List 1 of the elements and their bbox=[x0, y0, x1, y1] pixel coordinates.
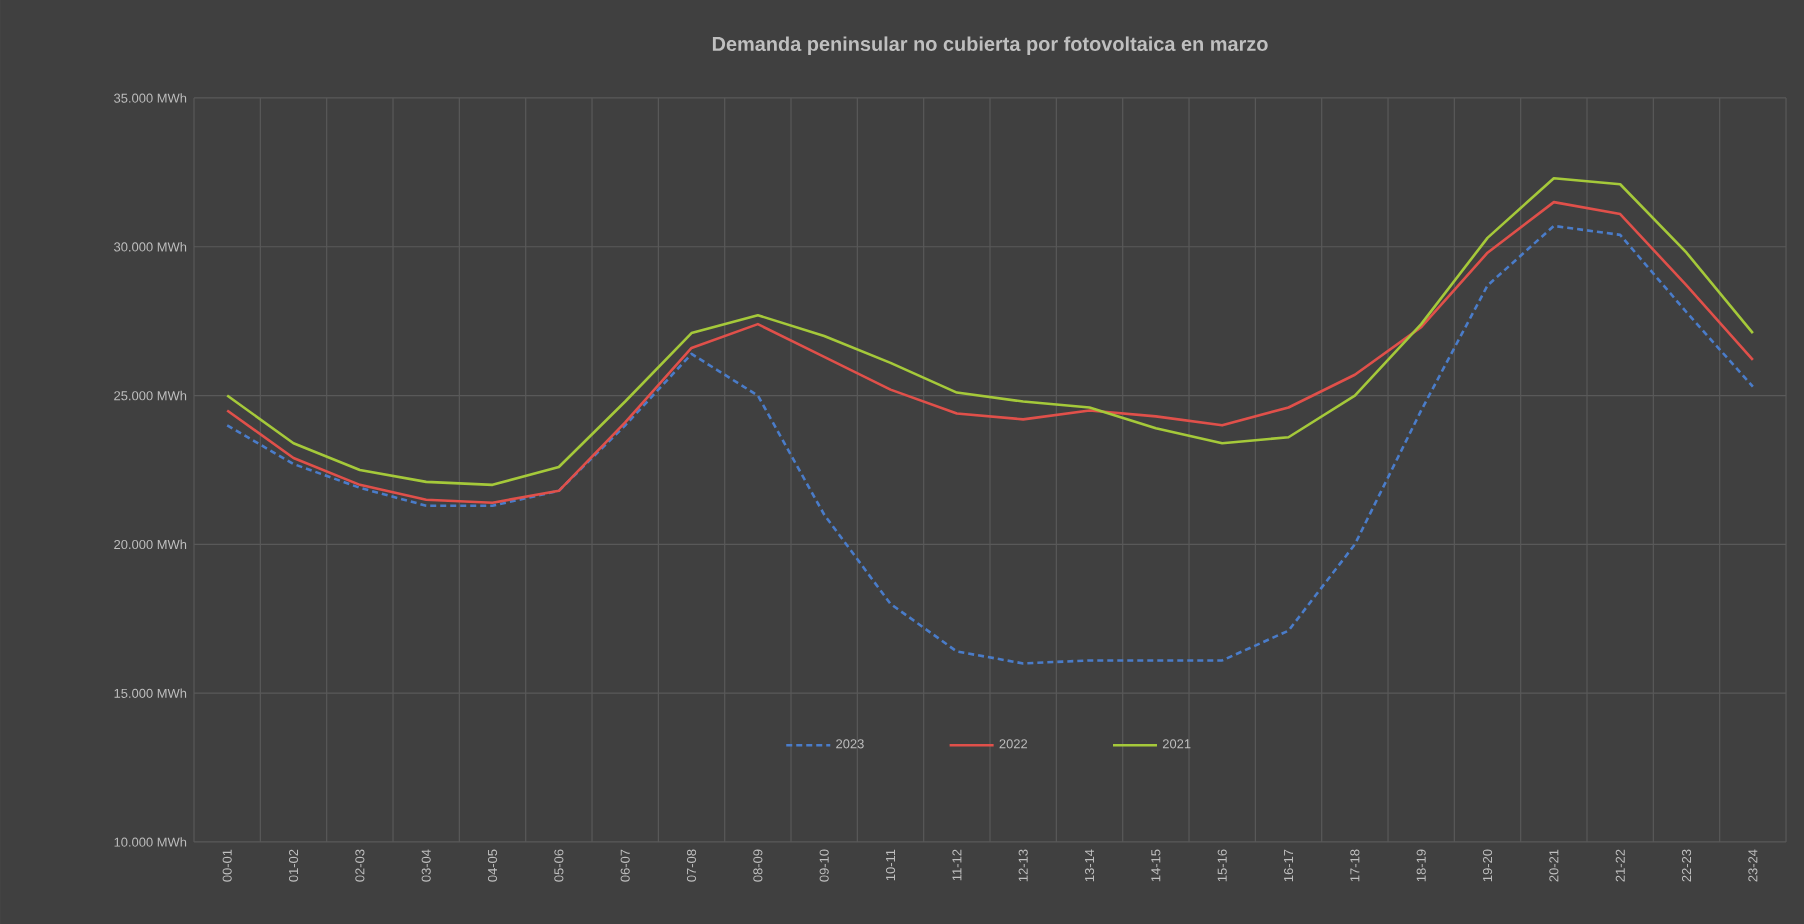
chart-title: Demanda peninsular no cubierta por fotovoltaica en marzo bbox=[712, 36, 1268, 55]
